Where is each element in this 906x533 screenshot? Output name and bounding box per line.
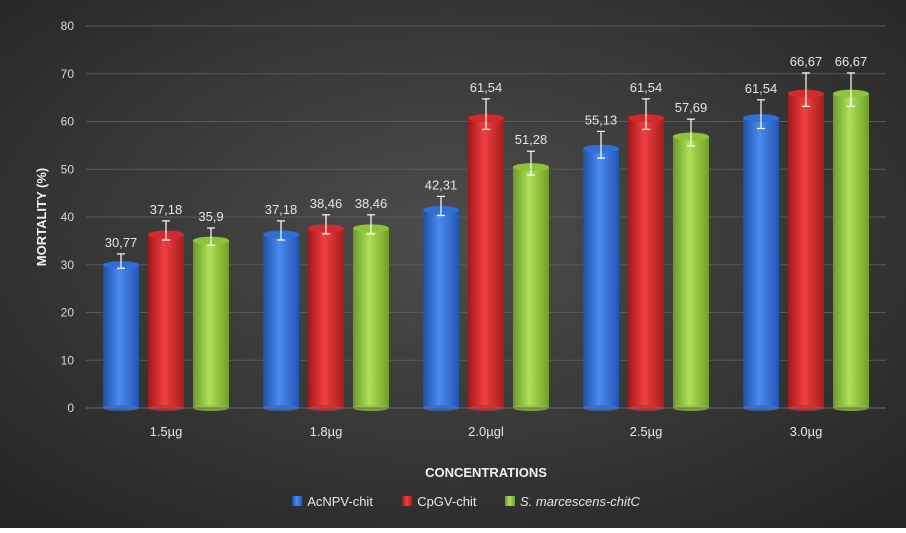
bar-body — [103, 265, 139, 408]
data-label: 61,54 — [745, 81, 778, 96]
legend-item: S. marcescens-chitC — [505, 494, 641, 509]
x-category-label: 3.0µg — [790, 424, 823, 439]
error-bar — [117, 253, 125, 269]
data-label: 55,13 — [585, 112, 618, 127]
bar — [103, 261, 139, 411]
bar-body — [353, 228, 389, 408]
data-label: 66,67 — [790, 54, 823, 69]
error-bar — [367, 214, 375, 235]
data-label: 38,46 — [310, 196, 343, 211]
bar — [468, 114, 504, 411]
bar — [743, 114, 779, 411]
error-bar — [437, 195, 445, 217]
y-tick-label: 50 — [61, 162, 75, 176]
x-category-label: 1.8µg — [310, 424, 343, 439]
bar-body — [743, 118, 779, 409]
error-bar — [802, 72, 810, 107]
bar — [423, 205, 459, 411]
bar-body — [263, 234, 299, 408]
error-bar — [597, 130, 605, 159]
x-category-label: 2.0µgl — [468, 424, 504, 439]
y-tick-label: 20 — [61, 306, 75, 320]
data-label: 57,69 — [675, 100, 708, 115]
error-bar — [322, 214, 330, 235]
bar-body — [423, 209, 459, 408]
y-tick-label: 70 — [61, 67, 75, 81]
error-bar — [642, 98, 650, 131]
data-label: 35,9 — [198, 209, 223, 224]
legend-label: AcNPV-chit — [307, 494, 373, 509]
y-axis-ticks: 0 10 20 30 40 50 60 70 80 — [61, 19, 75, 415]
legend: AcNPV-chit CpGV-chit S. marcescens-chitC — [292, 494, 641, 509]
bar-body — [833, 93, 869, 408]
y-tick-label: 0 — [67, 401, 74, 415]
y-tick-label: 30 — [61, 258, 75, 272]
error-bar — [482, 98, 490, 131]
error-bars — [117, 72, 855, 269]
x-axis-categories: 1.5µg 1.8µg 2.0µgl 2.5µg 3.0µg — [150, 424, 823, 439]
bar — [193, 236, 229, 411]
x-axis-title: CONCENTRATIONS — [425, 465, 547, 480]
error-bar — [527, 150, 535, 176]
data-label: 37,18 — [150, 202, 183, 217]
y-tick-label: 10 — [61, 353, 75, 367]
error-bar — [757, 99, 765, 130]
x-category-label: 1.5µg — [150, 424, 183, 439]
y-tick-label: 40 — [61, 210, 75, 224]
data-label: 38,46 — [355, 196, 388, 211]
error-bar — [162, 220, 170, 241]
bar — [353, 224, 389, 411]
bar-body — [148, 234, 184, 408]
bar-body — [628, 118, 664, 409]
legend-swatch — [292, 496, 303, 506]
bar — [833, 89, 869, 411]
bar — [673, 132, 709, 411]
bar — [788, 89, 824, 411]
y-axis-title: MORTALITY (%) — [34, 168, 49, 266]
error-bar — [687, 118, 695, 147]
bar-body — [513, 167, 549, 408]
bar-body — [673, 136, 709, 408]
legend-swatch — [505, 496, 515, 506]
bar-body — [308, 228, 344, 408]
data-label: 66,67 — [835, 54, 868, 69]
legend-item: CpGV-chit — [402, 494, 477, 509]
error-bar — [847, 72, 855, 107]
y-tick-label: 60 — [61, 115, 75, 129]
bar — [263, 230, 299, 411]
data-label: 30,77 — [105, 235, 138, 250]
bar — [308, 224, 344, 411]
data-label: 42,31 — [425, 177, 458, 192]
y-tick-label: 80 — [61, 19, 75, 33]
bar-body — [583, 148, 619, 408]
bar-body — [468, 118, 504, 409]
data-label: 61,54 — [470, 80, 503, 95]
legend-swatch — [402, 496, 413, 506]
error-bar — [207, 227, 215, 246]
bar — [628, 114, 664, 411]
bar-body — [788, 93, 824, 408]
legend-label: S. marcescens-chitC — [520, 494, 641, 509]
bar — [148, 230, 184, 411]
error-bar — [277, 220, 285, 241]
data-label: 37,18 — [265, 202, 298, 217]
data-labels: 30,77 37,18 35,9 37,18 38,46 38,46 42,31 61,54 5… — [105, 54, 868, 250]
data-label: 61,54 — [630, 80, 663, 95]
data-label: 51,28 — [515, 132, 548, 147]
bar — [513, 163, 549, 411]
legend-item: AcNPV-chit — [292, 494, 373, 509]
legend-label: CpGV-chit — [417, 494, 477, 509]
bar-body — [193, 240, 229, 408]
bars — [103, 89, 869, 411]
x-category-label: 2.5µg — [630, 424, 663, 439]
bar — [583, 144, 619, 411]
